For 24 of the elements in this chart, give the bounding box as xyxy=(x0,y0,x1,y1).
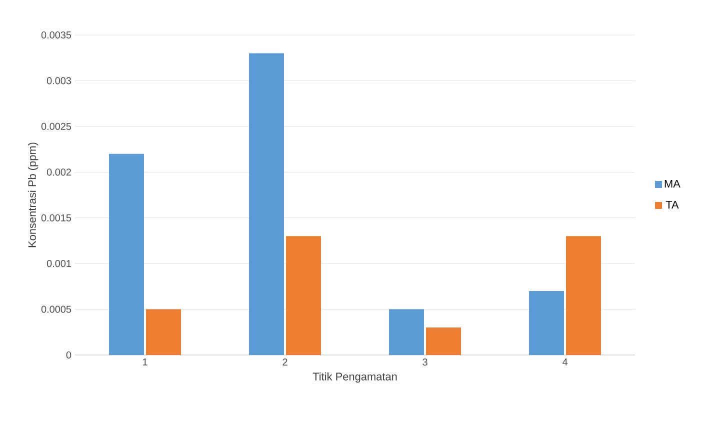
y-tick-label: 0.0035 xyxy=(41,31,72,39)
y-axis-title: Konsentrasi Pb (ppm) xyxy=(28,142,38,248)
bar xyxy=(566,236,601,355)
x-tick-label: 3 xyxy=(422,358,428,366)
y-tick-label: 0 xyxy=(66,351,72,359)
x-axis-title: Titik Pengamatan xyxy=(312,372,397,383)
bar xyxy=(109,154,144,355)
x-tick-label: 4 xyxy=(562,358,568,366)
x-tick-label: 1 xyxy=(143,358,148,366)
bar xyxy=(249,53,284,355)
bar xyxy=(389,309,424,355)
y-tick-label: 0.0015 xyxy=(41,214,72,222)
y-tick-label: 0.0005 xyxy=(41,306,72,313)
bar xyxy=(426,328,462,355)
bar xyxy=(146,309,182,355)
legend-label: TA xyxy=(666,200,679,209)
y-tick-label: 0.0025 xyxy=(41,122,72,130)
legend-label: MA xyxy=(664,180,680,188)
x-tick-label: 2 xyxy=(282,358,288,366)
y-tick-label: 0.001 xyxy=(46,260,72,268)
y-tick-label: 0.003 xyxy=(46,77,72,84)
y-tick-label: 0.002 xyxy=(46,168,71,176)
bar xyxy=(529,290,564,355)
bar xyxy=(286,236,322,355)
